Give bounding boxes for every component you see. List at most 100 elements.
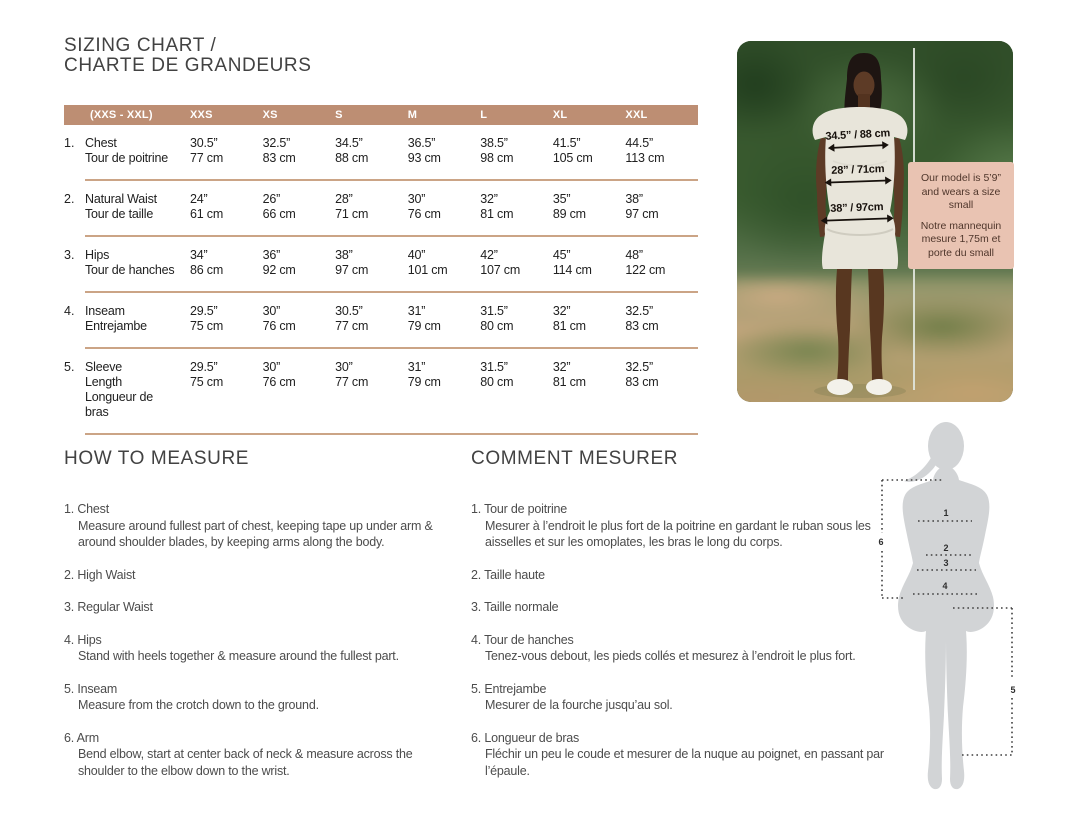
- size-value: 30.5” 77 cm: [190, 136, 224, 165]
- model-figure: [812, 53, 908, 398]
- comment-mesurer-title: COMMENT MESURER: [471, 448, 679, 469]
- size-value: 31” 79 cm: [407, 304, 441, 333]
- model-note: Our model is 5’9” and wears a size small…: [908, 162, 1014, 269]
- page-title-line2: CHARTE DE GRANDEURS: [64, 55, 312, 76]
- size-value: 32” 81 cm: [552, 360, 586, 389]
- measurement-annotation-waist: 28” / 71cm: [798, 162, 919, 188]
- size-value: 29.5” 75 cm: [190, 360, 224, 389]
- measure-item: 4. Hips Stand with heels together & meas…: [64, 632, 462, 665]
- measure-item-desc: Mesurer de la fourche jusqu’au sol.: [485, 698, 673, 712]
- diagram-bracket-arm: [881, 479, 944, 599]
- row-label-fr: Tour de poitrine: [85, 151, 168, 165]
- header-cell-l: L: [480, 109, 488, 121]
- size-value: 32.5” 83 cm: [262, 136, 296, 165]
- header-cell-s: S: [335, 109, 343, 121]
- header-cell-xxl: XXL: [625, 109, 648, 121]
- measure-item-desc: Measure from the crotch down to the grou…: [78, 698, 319, 712]
- size-value: 31.5” 80 cm: [480, 304, 514, 333]
- annotation-text: 28” / 71cm: [831, 163, 885, 177]
- row-number: 5.: [64, 360, 75, 374]
- row-label: Sleeve Length Longueur de bras: [85, 360, 153, 420]
- size-table-header: (XXS - XXL) XXS XS S M L XL XXL: [64, 105, 698, 125]
- page-title: SIZING CHART / CHARTE DE GRANDEURS: [64, 36, 312, 76]
- double-arrow-icon: [824, 176, 892, 187]
- row-label-en: Inseam: [85, 304, 125, 318]
- size-value: 31.5” 80 cm: [480, 360, 514, 389]
- size-value: 42” 107 cm: [480, 248, 521, 277]
- diagram-label-5: 5: [1010, 685, 1015, 695]
- size-value: 36.5” 93 cm: [407, 136, 441, 165]
- row-label: Inseam Entrejambe: [85, 304, 190, 334]
- diagram-label-4: 4: [942, 581, 947, 591]
- diagram-label-2: 2: [943, 543, 948, 553]
- header-cell-xs: XS: [262, 109, 278, 121]
- row-label: Chest Tour de poitrine: [85, 136, 190, 166]
- size-value: 38” 97 cm: [625, 192, 659, 221]
- table-row-hips: 3. Hips Tour de hanches 34” 86 cm 36” 92 c…: [64, 237, 698, 293]
- measure-item-desc: Stand with heels together & measure arou…: [78, 649, 399, 663]
- size-value: 30” 77 cm: [335, 360, 369, 389]
- measure-item-desc: Bend elbow, start at center back of neck…: [78, 747, 413, 778]
- measure-item: 6. Longueur de bras Fléchir un peu le co…: [471, 730, 916, 780]
- size-value: 38.5” 98 cm: [480, 136, 514, 165]
- size-table: (XXS - XXL) XXS XS S M L XL XXL 1. Chest…: [64, 105, 698, 435]
- size-value: 32.5” 83 cm: [625, 360, 659, 389]
- table-row-inseam: 4. Inseam Entrejambe 29.5” 75 cm 30” 76 cm…: [64, 293, 698, 349]
- size-value: 32” 81 cm: [552, 304, 586, 333]
- size-value: 30” 76 cm: [262, 360, 296, 389]
- size-value: 48” 122 cm: [625, 248, 666, 277]
- row-label-en: Sleeve Length: [85, 360, 123, 389]
- row-label-en: Chest: [85, 136, 117, 150]
- size-value: 44.5” 113 cm: [625, 136, 665, 165]
- size-value: 24” 61 cm: [190, 192, 224, 221]
- diagram-label-6: 6: [878, 537, 883, 547]
- header-cell-xl: XL: [552, 109, 568, 121]
- double-arrow-icon: [820, 214, 894, 225]
- row-label-en: Hips: [85, 248, 110, 262]
- size-value: 30” 76 cm: [262, 304, 296, 333]
- measure-item: 1. Chest Measure around fullest part of …: [64, 501, 462, 551]
- measure-item-desc: Fléchir un peu le coude et mesurer de la…: [485, 747, 884, 778]
- header-cell-m: M: [407, 109, 418, 121]
- size-value: 36” 92 cm: [262, 248, 296, 277]
- row-number: 2.: [64, 192, 75, 206]
- page-title-line1: SIZING CHART /: [64, 35, 217, 56]
- diagram-label-1: 1: [943, 508, 948, 518]
- measure-item: 5. Inseam Measure from the crotch down t…: [64, 681, 462, 714]
- size-value: 26” 66 cm: [262, 192, 296, 221]
- size-value: 32.5” 83 cm: [625, 304, 659, 333]
- how-to-measure-section: HOW TO MEASURE 1. Chest Measure around f…: [64, 448, 462, 795]
- measure-item: 2. High Waist: [64, 567, 136, 582]
- row-label-fr: Entrejambe: [85, 319, 147, 333]
- row-label: Hips Tour de hanches: [85, 248, 190, 278]
- measure-item-desc: Measure around fullest part of chest, ke…: [78, 518, 433, 550]
- header-cell-xxs: XXS: [190, 109, 213, 121]
- row-label-fr: Tour de hanches: [85, 263, 175, 277]
- size-value: 40” 101 cm: [407, 248, 448, 277]
- measurement-annotation-chest: 34.5” / 88 cm: [798, 126, 919, 154]
- row-label-en: Natural Waist: [85, 192, 157, 206]
- figure-silhouette: [898, 422, 994, 790]
- row-label-fr: Longueur de bras: [85, 390, 154, 419]
- size-value: 32” 81 cm: [480, 192, 514, 221]
- body-measurement-diagram: 1 2 3 4 5 6: [878, 422, 1016, 790]
- size-value: 30” 76 cm: [407, 192, 441, 221]
- measure-item: 3. Regular Waist: [64, 600, 153, 614]
- double-arrow-icon: [827, 141, 889, 152]
- annotation-text: 38” / 97cm: [830, 201, 884, 215]
- size-value: 31” 79 cm: [407, 360, 441, 389]
- size-value: 45” 114 cm: [552, 248, 592, 277]
- row-number: 3.: [64, 248, 75, 262]
- measure-item: 1. Tour de poitrine Mesurer à l’endroit …: [471, 501, 916, 551]
- row-number: 1.: [64, 136, 75, 150]
- measure-item: 6. Arm Bend elbow, start at center back …: [64, 730, 462, 780]
- row-number: 4.: [64, 304, 75, 318]
- measure-item: 5. Entrejambe Mesurer de la fourche jusq…: [471, 681, 916, 714]
- size-value: 28” 71 cm: [335, 192, 369, 221]
- measure-item: 2. Taille haute: [471, 567, 545, 582]
- size-value: 35” 89 cm: [552, 192, 586, 221]
- how-to-measure-title: HOW TO MEASURE: [64, 448, 250, 469]
- comment-mesurer-section: COMMENT MESURER 1. Tour de poitrine Mesu…: [471, 448, 916, 795]
- measure-item: 3. Taille normale: [471, 600, 559, 614]
